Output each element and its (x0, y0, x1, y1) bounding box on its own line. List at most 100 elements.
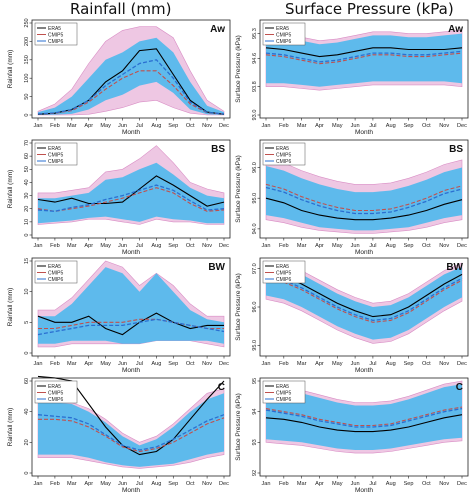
rain-c-line-cmip6 (37, 414, 225, 451)
rain-aw-panel: Jan Feb Mar Apr May Jun Jul Aug Sep Oct Nov Dec Mont… (7, 18, 231, 136)
psfc-aw-xtick-label: Jun (351, 123, 360, 129)
psfc-bs-panel-label: BS (449, 144, 463, 155)
rain-bs-xtick-label: May (100, 243, 111, 249)
psfc-aw-ytick-label: 93.8 (252, 81, 258, 92)
psfc-bw-xtick-label: Jun (351, 361, 360, 367)
rain-bs-xtick-label: Dec (219, 243, 229, 249)
psfc-aw-ylabel: Surface Pressure (kPa) (235, 35, 242, 103)
psfc-bw-xtick-label: Dec (457, 361, 467, 367)
psfc-bs-xtick-label: Feb (279, 243, 289, 249)
psfc-c-xtick-label: Nov (439, 481, 449, 487)
rain-aw-line-cmip6 (37, 59, 225, 115)
psfc-bw-legend-label-cmip5: CMIP5 (276, 271, 292, 277)
rain-aw-ytick-label: 0 (24, 113, 30, 116)
rain-aw-ytick-label: 200 (24, 37, 30, 46)
rain-bs-band-cmip6 (38, 162, 224, 224)
rain-bs-ytick-label: 0 (24, 233, 30, 236)
rain-aw-xtick-label: Jul (136, 123, 143, 129)
psfc-bs-ytick-label: 94.0 (252, 223, 258, 234)
rain-aw-line-cmip5 (37, 70, 225, 115)
rain-c-xtick-label: Jul (136, 481, 143, 487)
rain-bs-xtick-label: Sep (168, 243, 178, 249)
psfc-bs-xtick-label: Nov (439, 243, 449, 249)
rain-aw-legend-label-cmip5: CMIP5 (48, 33, 64, 39)
psfc-c-ytick-label: 94 (252, 409, 258, 415)
psfc-bw-ytick-label: 95.0 (252, 340, 258, 351)
psfc-bs-line-cmip6 (265, 186, 463, 215)
psfc-bs-xtick-label: Jul (369, 243, 376, 249)
psfc-bw-xtick-label: May (332, 361, 343, 367)
rain-c-legend-label-cmip6: CMIP6 (48, 397, 64, 403)
psfc-aw-xtick-label: Feb (279, 123, 289, 129)
psfc-bs-xtick-label: Jan (261, 243, 270, 249)
rain-aw-ytick-label: 250 (24, 18, 30, 27)
psfc-bw-xlabel: Month (355, 367, 373, 374)
rain-c-ytick-label: 20 (24, 439, 30, 445)
psfc-c-panel-label: C (456, 382, 463, 393)
rain-bw-panel-label: BW (208, 262, 225, 273)
psfc-aw-ytick-label: 95.3 (252, 28, 258, 39)
rain-bs-ylabel: Rainfall (mm) (7, 170, 14, 209)
rain-bs-line-era5 (37, 175, 225, 207)
psfc-aw-xtick-label: May (332, 123, 343, 129)
rain-bs-xlabel: Month (122, 249, 140, 256)
rain-c-xtick-label: Feb (50, 481, 60, 487)
psfc-c-ylabel: Surface Pressure (kPa) (235, 393, 242, 461)
psfc-bs-xlabel: Month (355, 249, 373, 256)
rain-bw-band-cmip6 (38, 267, 224, 344)
rain-bw-line-era5 (37, 312, 224, 336)
rain-c-xlabel: Month (122, 487, 140, 494)
psfc-aw-band-cmip6 (266, 33, 462, 87)
rain-bs-xtick-label: Feb (50, 243, 60, 249)
psfc-bw-xtick-label: Nov (439, 361, 449, 367)
rain-bs-ytick-label: 70 (24, 140, 30, 146)
rain-c-line-cmip5 (38, 417, 225, 453)
rain-bw-xtick-label: Apr (84, 361, 93, 367)
psfc-bs-ytick-label: 95.0 (252, 193, 258, 204)
psfc-c-xtick-label: Aug (386, 481, 396, 487)
psfc-c-ytick-label: 95 (252, 378, 258, 384)
rain-bs-frame (31, 139, 231, 239)
surface-pressure-header: Surface Pressure (kPa) (285, 0, 454, 18)
rain-c-xtick-label: Apr (84, 481, 93, 487)
psfc-aw-line-cmip5 (265, 52, 463, 65)
rain-aw-xtick-label: Mar (67, 123, 77, 129)
rain-c-ytick-label: 40 (24, 409, 30, 415)
psfc-bw-ytick-label: 97.0 (252, 263, 258, 274)
rain-bw-xtick-label: Jan (33, 361, 42, 367)
psfc-aw-xtick-label: Mar (297, 123, 307, 129)
psfc-aw-xtick-label: Sep (404, 123, 414, 129)
psfc-bw-xtick-label: Oct (422, 361, 431, 367)
rain-aw-xtick-label: Feb (50, 123, 60, 129)
rain-bw-xtick-label: Jun (118, 361, 127, 367)
psfc-bs-xtick-label: Oct (422, 243, 431, 249)
rain-c-xtick-label: Sep (168, 481, 178, 487)
psfc-bw-xtick-label: Jan (261, 361, 270, 367)
psfc-aw-panel-label: Aw (448, 24, 463, 35)
psfc-aw-xtick-label: Oct (422, 123, 431, 129)
rain-bw-xtick-label: May (100, 361, 111, 367)
psfc-bw-xtick-label: Apr (315, 361, 324, 367)
psfc-c-xtick-label: May (332, 481, 343, 487)
psfc-c-line-cmip6 (265, 407, 463, 428)
psfc-c-panel: Jan Feb Mar Apr May Jun Jul Aug Sep Oct Nov Dec Mont… (235, 377, 469, 494)
psfc-aw-line-cmip6 (265, 50, 463, 63)
psfc-bs-xtick-label: Aug (386, 243, 396, 249)
rain-bw-ytick-label: 10 (24, 289, 30, 295)
rain-aw-xtick-label: Jun (118, 123, 127, 129)
rain-bs-legend-label-cmip5: CMIP5 (48, 153, 64, 159)
rain-c-legend-label-era5: ERA5 (48, 384, 61, 390)
rain-bw-xlabel: Month (122, 367, 140, 374)
psfc-bs-legend-label-era5: ERA5 (276, 146, 289, 152)
psfc-bw-band-cmip6 (266, 264, 462, 340)
rain-bw-xtick-label: Aug (151, 361, 161, 367)
psfc-c-xtick-label: Sep (404, 481, 414, 487)
